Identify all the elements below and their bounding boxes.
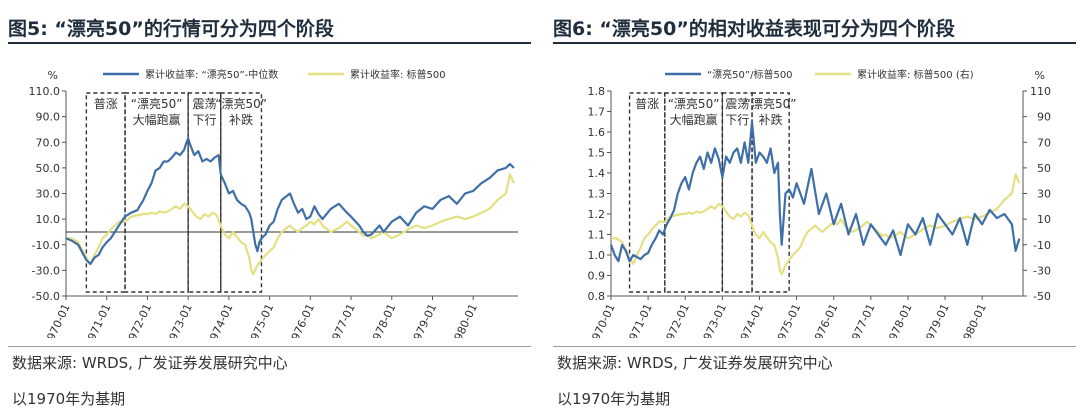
y-tick-label: 1.3 [588, 188, 606, 201]
x-tick-label: 1970-01 [587, 302, 618, 338]
chart-left: 110.0 90.0 70.0 50.0 30.0 10.0 -10.0 -30.0 -50.0… [29, 68, 518, 338]
y-tick-label: 1.2 [588, 208, 606, 221]
y-tick-label: 1.4 [588, 167, 606, 180]
y-tick-label: 1.6 [588, 126, 606, 139]
x-tick-label: 1970-01 [42, 302, 73, 338]
x-tick-label: 1972-01 [661, 302, 692, 338]
y-right-tick-label: 90 [1037, 111, 1051, 124]
y-tick-label: 1.0 [588, 249, 606, 262]
base-period-note: 以1970年为基期 [12, 390, 126, 408]
x-tick-label: 1972-01 [123, 302, 154, 338]
x-tick-label: 1979-01 [408, 302, 439, 338]
legend-label-2: 累计收益率: 标普500 (右) [857, 68, 974, 81]
legend-label-1: “漂亮50”/标普500 [707, 68, 793, 81]
x-tick-label: 1975-01 [245, 302, 276, 338]
footer-rule [553, 346, 1076, 347]
phase-label: 普涨 [94, 96, 118, 111]
phase-label: 下行 [192, 113, 216, 127]
x-tick-label: 1974-01 [204, 302, 235, 338]
x-tick-label: 1978-01 [883, 302, 914, 338]
y-right-tick-label: -50 [1033, 290, 1051, 303]
series-line-2 [611, 173, 1021, 276]
x-tick-label: 1978-01 [367, 302, 398, 338]
x-tick-label: 1977-01 [846, 302, 877, 338]
x-tick-label: 1979-01 [921, 302, 952, 338]
y-tick-label: 0.9 [588, 270, 606, 283]
y-tick-label: 0.8 [588, 290, 606, 303]
y-tick-label: 70.0 [36, 136, 61, 149]
phase-label: 补跌 [229, 112, 253, 127]
phase-label: “漂亮50” [131, 96, 183, 111]
x-tick-label: 1980-01 [449, 302, 480, 338]
x-tick-label: 1976-01 [286, 302, 317, 338]
phase-box-4 [751, 92, 790, 293]
y-tick-label: 1.5 [588, 147, 606, 160]
y-tick-label: 1.8 [588, 85, 606, 98]
y-tick-label: -30.0 [32, 264, 60, 277]
source-note: 数据来源: WRDS, 广发证券发展研究中心 [557, 354, 833, 372]
y-axis-unit: % [48, 69, 58, 82]
x-tick-label: 1975-01 [772, 302, 803, 338]
phase-label: “漂亮50” [745, 96, 797, 111]
phase-label: “漂亮50” [668, 96, 720, 111]
y-right-tick-label: 70 [1037, 136, 1051, 149]
phase-label: 下行 [725, 113, 749, 127]
series-line-1 [65, 137, 515, 266]
y-right-tick-label: 110 [1030, 85, 1051, 98]
y-tick-label: 1.7 [588, 106, 606, 119]
series-line-2 [66, 173, 515, 276]
y-tick-label: -10.0 [32, 239, 60, 252]
series-line-1 [609, 120, 1021, 263]
legend-label-2: 累计收益率: 标普500 [350, 68, 446, 81]
phase-label: 大幅跑赢 [670, 112, 718, 127]
x-tick-label: 1974-01 [735, 302, 766, 338]
x-tick-label: 1971-01 [82, 302, 113, 338]
footer-rule [8, 346, 531, 347]
figure-title: 图5: “漂亮50”的行情可分为四个阶段 [8, 18, 334, 40]
phase-label: 补跌 [759, 112, 783, 127]
chart-panel-left: 图5: “漂亮50”的行情可分为四个阶段 110.0 90.0 70.0 50.0 30… [8, 0, 531, 420]
chart-panel-right: 图6: “漂亮50”的相对收益表现可分为四个阶段 1.8 1.7 1.6 1.5 1.4… [553, 0, 1076, 420]
x-tick-label: 1976-01 [809, 302, 840, 338]
phase-label: 大幅跑赢 [133, 112, 181, 127]
y-right-tick-label: -10 [1033, 239, 1051, 252]
y-tick-label: 1.1 [588, 229, 606, 242]
chart-right: 1.8 1.7 1.6 1.5 1.4 1.3 1.2 1.1 1.0 0.9 0.8 110 90 70… [587, 68, 1051, 338]
y-right-tick-label: 30 [1037, 188, 1051, 201]
title-rule [553, 42, 1076, 44]
phase-label: “漂亮50” [215, 96, 267, 111]
x-tick-label: 1980-01 [958, 302, 989, 338]
phase-box-2 [124, 92, 189, 293]
phase-box-4 [220, 92, 263, 293]
phase-label: 震荡 [192, 97, 216, 111]
phase-label: 普涨 [635, 96, 659, 111]
y-right-tick-label: -30 [1033, 264, 1051, 277]
y-tick-label: 10.0 [36, 213, 61, 226]
y-tick-label: 30.0 [36, 188, 61, 201]
phase-label: 震荡 [725, 97, 749, 111]
phase-box-3 [187, 92, 222, 293]
source-note: 数据来源: WRDS, 广发证券发展研究中心 [12, 354, 288, 372]
y-tick-label: 90.0 [36, 111, 61, 124]
legend-label-1: 累计收益率: “漂亮50”-中位数 [145, 68, 278, 81]
x-tick-label: 1977-01 [327, 302, 358, 338]
y-tick-label: 110.0 [29, 85, 61, 98]
y-tick-label: 50.0 [36, 162, 61, 175]
x-tick-label: 1973-01 [164, 302, 195, 338]
figure-title: 图6: “漂亮50”的相对收益表现可分为四个阶段 [553, 18, 955, 40]
y-right-axis-unit: % [1035, 69, 1045, 82]
x-tick-label: 1973-01 [698, 302, 729, 338]
x-tick-label: 1971-01 [624, 302, 655, 338]
base-period-note: 以1970年为基期 [557, 390, 671, 408]
y-right-tick-label: 50 [1037, 162, 1051, 175]
y-right-tick-label: 10 [1037, 213, 1051, 226]
title-rule [8, 42, 531, 44]
y-tick-label: -50.0 [32, 290, 60, 303]
